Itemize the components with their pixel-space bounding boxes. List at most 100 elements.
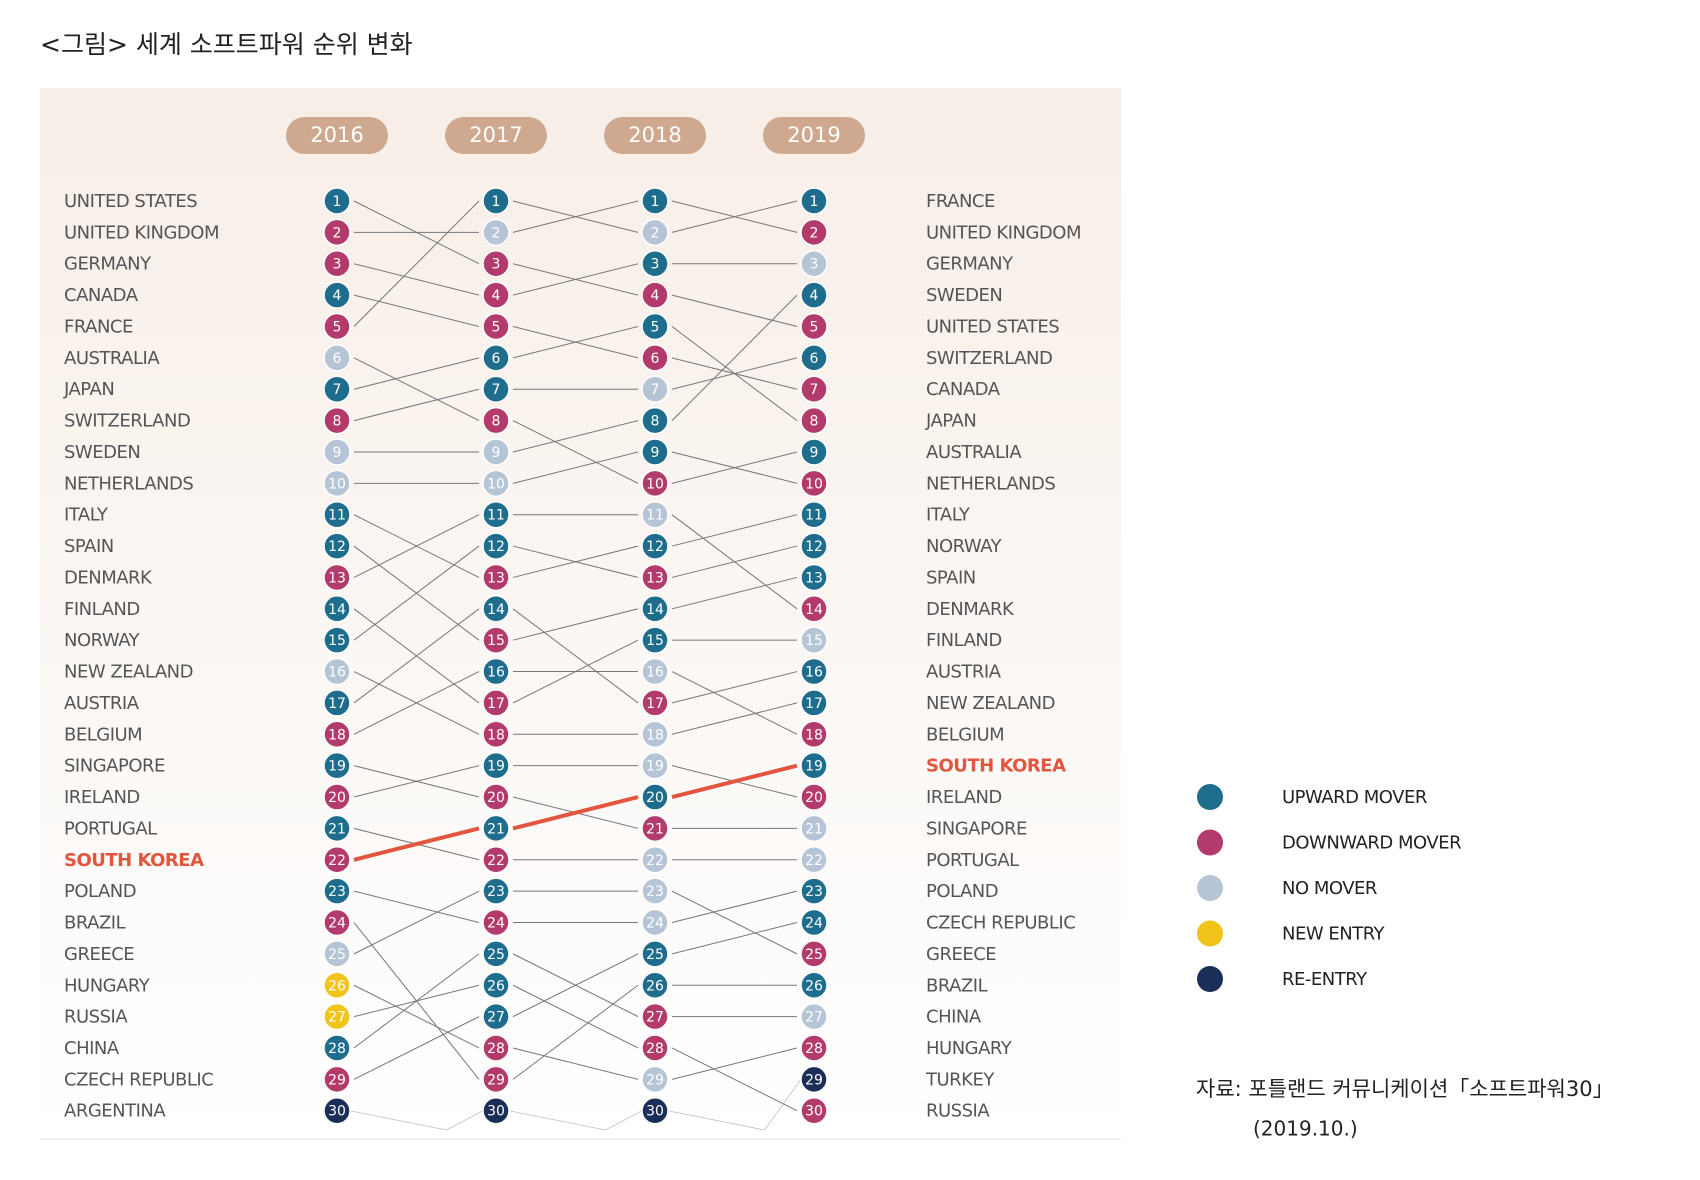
right-country-label: NEW ZEALAND (926, 693, 1055, 714)
rank-label: 16 (646, 665, 664, 681)
rank-marker (641, 375, 669, 403)
rank-marker (800, 500, 828, 529)
rank-label: 16 (487, 665, 505, 681)
rank-marker (482, 344, 510, 372)
left-country-label: SWEDEN (64, 442, 140, 463)
rank-label: 8 (810, 414, 819, 430)
rank-marker (482, 595, 510, 623)
right-country-label: BRAZIL (926, 975, 988, 996)
left-country-label: NORWAY (64, 630, 141, 651)
left-country-label: JAPAN (63, 379, 114, 400)
rank-marker (323, 344, 351, 372)
right-country-label: DENMARK (926, 599, 1015, 620)
rank-label: 24 (805, 916, 823, 932)
rank-marker (482, 908, 510, 937)
left-country-label: UNITED KINGDOM (64, 222, 219, 243)
year-pill (604, 117, 706, 154)
rank-marker (641, 1002, 669, 1031)
rank-marker (800, 438, 828, 466)
left-country-label: DENMARK (64, 567, 153, 588)
rank-marker (482, 846, 510, 874)
left-country-label: FRANCE (64, 316, 133, 337)
rank-label: 3 (651, 257, 660, 273)
rank-marker (641, 689, 669, 717)
link-line (353, 388, 480, 422)
rank-label: 17 (487, 696, 505, 712)
right-country-label: SOUTH KOREA (926, 756, 1066, 777)
legend-label: DOWNWARD MOVER (1282, 833, 1461, 854)
right-country-label: RUSSIA (926, 1101, 990, 1122)
left-country-label: SWITZERLAND (64, 411, 190, 432)
right-country-label: FINLAND (926, 630, 1002, 651)
rank-label: 21 (487, 821, 505, 837)
rank-label: 2 (492, 225, 501, 241)
rank-label: 19 (487, 759, 505, 775)
link-line (671, 451, 798, 484)
rank-label: 24 (646, 916, 664, 932)
rank-label: 6 (333, 351, 342, 367)
highlight-line (671, 763, 798, 799)
rank-label: 10 (328, 476, 346, 492)
rank-label: 4 (333, 288, 342, 304)
year-pill (445, 117, 547, 154)
rank-marker (482, 249, 510, 278)
rank-marker (800, 532, 828, 560)
rank-label: 26 (328, 978, 346, 994)
rank-label: 23 (805, 884, 823, 900)
rank-label: 17 (646, 696, 664, 712)
rank-label: 7 (810, 382, 819, 398)
drop-line (349, 1110, 447, 1131)
rank-marker (641, 281, 669, 309)
left-country-label: SPAIN (64, 536, 114, 557)
drop-line (667, 1110, 765, 1131)
rank-label: 17 (328, 696, 346, 712)
rank-marker (641, 783, 669, 811)
rank-label: 27 (646, 1010, 664, 1026)
link-line (671, 357, 798, 390)
right-country-label: POLAND (926, 881, 998, 902)
left-country-label: SINGAPORE (64, 756, 165, 777)
rank-label: 11 (646, 508, 664, 524)
link-line (353, 953, 480, 1049)
left-country-label: SOUTH KOREA (64, 850, 204, 871)
link-line (512, 984, 639, 1080)
link-line (512, 953, 639, 1018)
rank-label: 27 (487, 1010, 505, 1026)
rank-marker (482, 940, 510, 968)
rank-label: 23 (646, 884, 664, 900)
rank-marker (323, 908, 351, 937)
rank-label: 19 (646, 759, 664, 775)
rank-marker (641, 626, 669, 654)
rank-marker (323, 1096, 351, 1125)
panel (40, 88, 1121, 1139)
rank-marker (323, 187, 351, 215)
rank-label: 16 (328, 665, 346, 681)
rank-label: 9 (810, 445, 819, 461)
link-line (353, 890, 480, 923)
link-line (353, 890, 480, 955)
rank-marker (800, 908, 828, 937)
rank-marker (323, 532, 351, 560)
link-line (353, 545, 480, 641)
rank-marker (323, 1002, 351, 1031)
rank-marker (800, 940, 828, 968)
rank-marker (323, 406, 351, 435)
rank-marker (323, 218, 351, 247)
right-country-label: TURKEY (925, 1069, 995, 1090)
rank-label: 27 (328, 1010, 346, 1026)
rank-marker (323, 595, 351, 623)
right-country-label: GERMANY (926, 254, 1014, 275)
rank-label: 9 (492, 445, 501, 461)
link-line (671, 514, 798, 547)
left-country-label: CANADA (64, 285, 139, 306)
legend-swatch (1197, 920, 1223, 947)
link-line (512, 263, 639, 296)
rank-marker (641, 1096, 669, 1125)
rank-label: 26 (646, 978, 664, 994)
reentry-line (605, 1110, 643, 1131)
right-country-label: NORWAY (926, 536, 1003, 557)
rank-label: 26 (487, 978, 505, 994)
rank-marker (641, 500, 669, 529)
year-label: 2017 (469, 123, 522, 147)
highlight-line (512, 795, 639, 831)
